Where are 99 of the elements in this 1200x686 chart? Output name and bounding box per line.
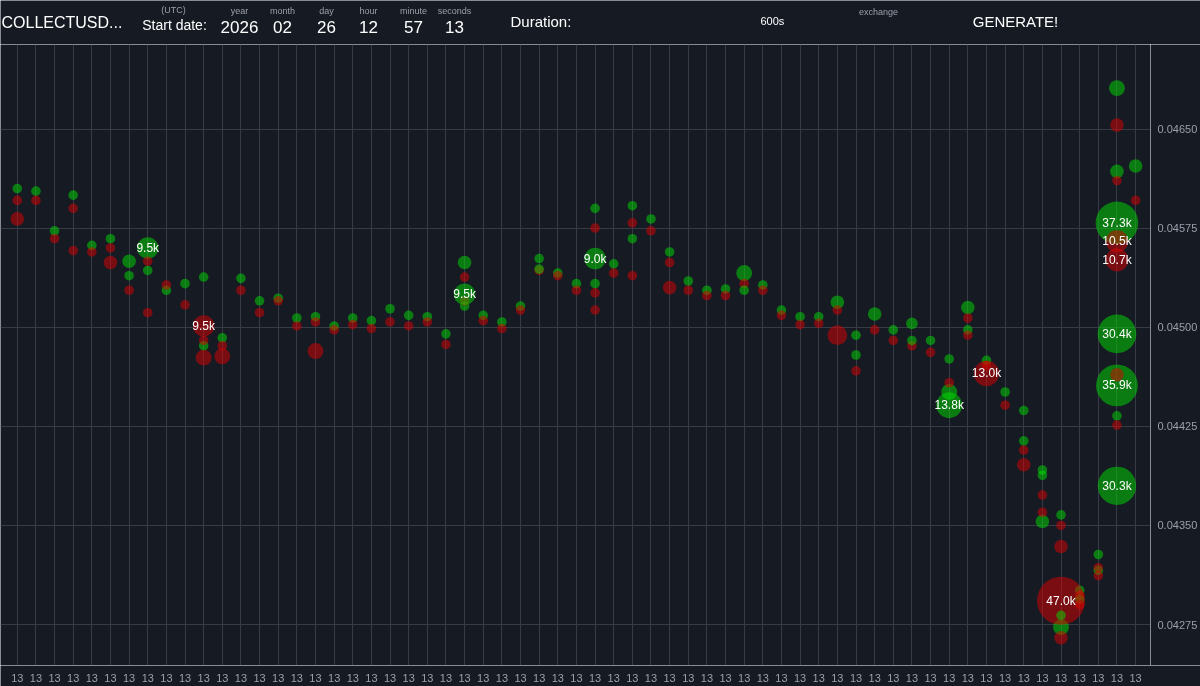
x-tick-label: 13 (402, 671, 415, 684)
x-tick-label: 13 (11, 671, 24, 684)
text: exchange (858, 6, 899, 17)
annotation: 9.5k (136, 240, 161, 255)
annotation: 9.5k (453, 287, 477, 302)
x-tick-label: 13 (346, 671, 359, 684)
x-tick-label: 13 (272, 671, 285, 684)
x-tick-label: 13 (738, 671, 751, 684)
x-tick-label: 13 (793, 671, 807, 684)
text: (UTC) (161, 4, 186, 15)
text: 2026 (220, 17, 259, 37)
text: 12 (359, 17, 378, 37)
x-tick-label: 13 (943, 671, 956, 684)
x-tick-label: 13 (719, 671, 732, 684)
annotation: 9.0k (583, 251, 608, 266)
x-tick-label: 13 (67, 671, 80, 684)
x-tick-label: 13 (533, 671, 546, 684)
x-tick-label: 13 (905, 671, 919, 684)
x-tick-label: 13 (458, 671, 471, 684)
x-tick-label: 13 (980, 671, 993, 684)
annotation: 30.4k (1102, 326, 1133, 341)
x-tick-label: 13 (421, 671, 434, 684)
x-tick-label: 13 (1092, 671, 1105, 684)
annotation: 10.5k (1102, 234, 1133, 249)
x-tick-label: 13 (495, 671, 509, 684)
x-tick-label: 13 (849, 671, 863, 684)
x-tick-label: 13 (104, 671, 117, 684)
x-tick-label: 13 (551, 671, 564, 684)
x-tick-label: 13 (85, 671, 98, 684)
x-tick-label: 13 (29, 671, 43, 684)
x-tick-label: 13 (328, 671, 341, 684)
annotation: 10.7k (1102, 252, 1133, 267)
y-tick-label: 0.04425 (1157, 420, 1198, 433)
x-tick-label: 13 (477, 671, 490, 684)
x-tick-label: 13 (663, 671, 676, 684)
text: seconds (437, 5, 472, 16)
y-tick-label: 0.04275 (1157, 618, 1198, 631)
x-tick-label: 13 (887, 671, 900, 684)
text: day (319, 5, 335, 16)
x-tick-label: 13 (1073, 671, 1086, 684)
x-tick-label: 13 (775, 671, 788, 684)
x-tick-label: 13 (309, 671, 322, 684)
text: Duration: (510, 13, 572, 30)
text: 26 (317, 17, 336, 37)
annotation: 13.8k (934, 398, 965, 413)
x-tick-label: 13 (999, 671, 1012, 684)
x-tick-label: 13 (48, 671, 61, 684)
x-tick-label: 13 (160, 671, 173, 684)
text: month (269, 5, 296, 16)
x-tick-label: 13 (178, 671, 192, 684)
x-tick-label: 13 (290, 671, 303, 684)
x-tick-label: 13 (197, 671, 210, 684)
x-tick-label: 13 (439, 671, 453, 684)
text: 13 (445, 17, 464, 37)
y-tick-label: 0.04575 (1157, 222, 1198, 235)
x-tick-label: 13 (253, 671, 266, 684)
x-tick-label: 13 (961, 671, 974, 684)
x-tick-label: 13 (122, 671, 136, 684)
annotation: 47.0k (1046, 593, 1077, 608)
y-tick-label: 0.04650 (1157, 123, 1198, 136)
x-tick-label: 13 (234, 671, 248, 684)
x-tick-label: 13 (812, 671, 825, 684)
x-tick-label: 13 (626, 671, 639, 684)
annotation: 35.9k (1102, 378, 1133, 393)
x-tick-label: 13 (141, 671, 154, 684)
y-tick-label: 0.04500 (1157, 321, 1198, 334)
x-tick-label: 13 (644, 671, 658, 684)
text: Start date: (142, 16, 207, 33)
x-tick-label: 13 (1110, 671, 1124, 684)
annotation: 30.3k (1102, 478, 1133, 493)
text: GENERATE! (972, 13, 1059, 30)
x-tick-label: 13 (570, 671, 583, 684)
x-tick-label: 13 (365, 671, 378, 684)
x-tick-label: 13 (607, 671, 620, 684)
x-tick-label: 13 (588, 671, 602, 684)
text: year (230, 5, 249, 16)
text: hour (359, 5, 378, 16)
x-tick-label: 13 (700, 671, 714, 684)
x-tick-label: 13 (924, 671, 937, 684)
text: minute (399, 5, 428, 16)
x-tick-label: 13 (831, 671, 844, 684)
text: 600s (760, 14, 785, 27)
x-tick-label: 13 (868, 671, 881, 684)
x-tick-label: 13 (216, 671, 229, 684)
x-tick-label: 13 (383, 671, 397, 684)
x-tick-label: 13 (1129, 671, 1142, 684)
text: 57 (404, 17, 423, 37)
x-tick-label: 13 (682, 671, 695, 684)
x-tick-label: 13 (514, 671, 527, 684)
text: COLLECTUSD... (1, 14, 123, 31)
x-tick-label: 13 (1036, 671, 1049, 684)
annotation: 13.0k (971, 366, 1003, 381)
x-tick-label: 13 (1017, 671, 1030, 684)
annotation: 37.3k (1102, 215, 1133, 230)
text: 02 (273, 17, 292, 37)
annotation: 9.5k (192, 318, 216, 333)
x-tick-label: 13 (756, 671, 769, 684)
x-tick-label: 13 (1054, 671, 1068, 684)
y-tick-label: 0.04350 (1157, 519, 1198, 532)
